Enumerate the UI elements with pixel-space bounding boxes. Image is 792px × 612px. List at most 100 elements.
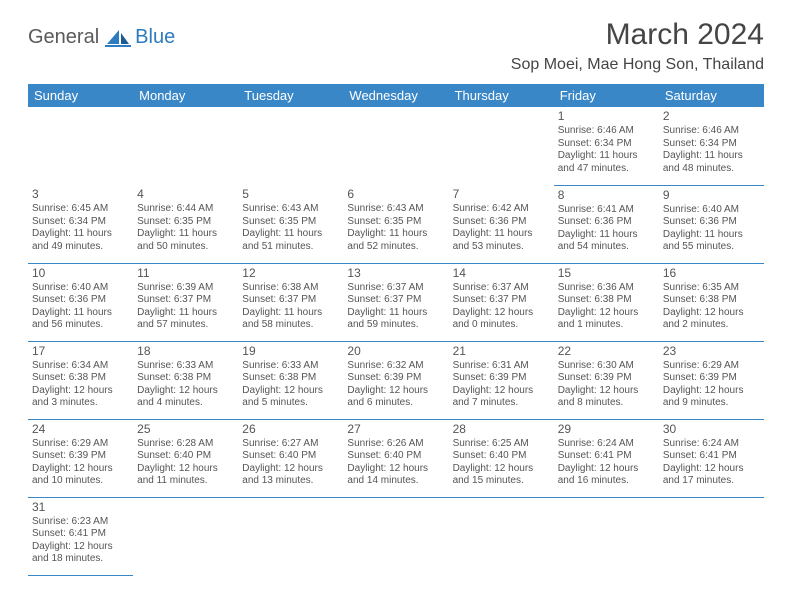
sunset-line: Sunset: 6:38 PM	[137, 372, 234, 385]
day-number: 22	[558, 344, 655, 359]
day-number: 14	[453, 266, 550, 281]
sunrise-line: Sunrise: 6:23 AM	[32, 516, 129, 529]
day-number: 12	[242, 266, 339, 281]
calendar-cell: 14Sunrise: 6:37 AMSunset: 6:37 PMDayligh…	[449, 263, 554, 341]
sunset-line: Sunset: 6:37 PM	[453, 294, 550, 307]
calendar-row: 24Sunrise: 6:29 AMSunset: 6:39 PMDayligh…	[28, 419, 764, 497]
daylight-line: Daylight: 11 hours and 50 minutes.	[137, 228, 234, 253]
daylight-line: Daylight: 11 hours and 56 minutes.	[32, 307, 129, 332]
daylight-line: Daylight: 11 hours and 51 minutes.	[242, 228, 339, 253]
daylight-line: Daylight: 11 hours and 57 minutes.	[137, 307, 234, 332]
sunset-line: Sunset: 6:39 PM	[347, 372, 444, 385]
day-number: 20	[347, 344, 444, 359]
day-number: 28	[453, 422, 550, 437]
day-number: 26	[242, 422, 339, 437]
sunset-line: Sunset: 6:35 PM	[347, 216, 444, 229]
daylight-line: Daylight: 12 hours and 11 minutes.	[137, 463, 234, 488]
daylight-line: Daylight: 11 hours and 52 minutes.	[347, 228, 444, 253]
daylight-line: Daylight: 12 hours and 18 minutes.	[32, 541, 129, 566]
calendar-cell: 1Sunrise: 6:46 AMSunset: 6:34 PMDaylight…	[554, 107, 659, 185]
calendar-cell: 19Sunrise: 6:33 AMSunset: 6:38 PMDayligh…	[238, 341, 343, 419]
calendar-cell: 29Sunrise: 6:24 AMSunset: 6:41 PMDayligh…	[554, 419, 659, 497]
sunset-line: Sunset: 6:40 PM	[453, 450, 550, 463]
daylight-line: Daylight: 12 hours and 8 minutes.	[558, 385, 655, 410]
calendar-table: SundayMondayTuesdayWednesdayThursdayFrid…	[28, 84, 764, 576]
calendar-cell: 23Sunrise: 6:29 AMSunset: 6:39 PMDayligh…	[659, 341, 764, 419]
calendar-cell	[133, 107, 238, 185]
calendar-cell: 3Sunrise: 6:45 AMSunset: 6:34 PMDaylight…	[28, 185, 133, 263]
sunset-line: Sunset: 6:38 PM	[32, 372, 129, 385]
daylight-line: Daylight: 12 hours and 0 minutes.	[453, 307, 550, 332]
sunset-line: Sunset: 6:39 PM	[32, 450, 129, 463]
calendar-row: 3Sunrise: 6:45 AMSunset: 6:34 PMDaylight…	[28, 185, 764, 263]
weekday-header: Saturday	[659, 84, 764, 107]
daylight-line: Daylight: 11 hours and 54 minutes.	[558, 229, 655, 254]
day-number: 11	[137, 266, 234, 281]
calendar-cell	[659, 497, 764, 575]
daylight-line: Daylight: 12 hours and 1 minutes.	[558, 307, 655, 332]
sunset-line: Sunset: 6:36 PM	[453, 216, 550, 229]
daylight-line: Daylight: 11 hours and 47 minutes.	[558, 150, 655, 175]
title-block: March 2024 Sop Moei, Mae Hong Son, Thail…	[511, 18, 764, 74]
location: Sop Moei, Mae Hong Son, Thailand	[511, 56, 764, 74]
calendar-cell: 31Sunrise: 6:23 AMSunset: 6:41 PMDayligh…	[28, 497, 133, 575]
sunset-line: Sunset: 6:38 PM	[663, 294, 760, 307]
daylight-line: Daylight: 11 hours and 53 minutes.	[453, 228, 550, 253]
calendar-cell: 16Sunrise: 6:35 AMSunset: 6:38 PMDayligh…	[659, 263, 764, 341]
calendar-cell	[554, 497, 659, 575]
calendar-row: 10Sunrise: 6:40 AMSunset: 6:36 PMDayligh…	[28, 263, 764, 341]
calendar-cell	[28, 107, 133, 185]
daylight-line: Daylight: 12 hours and 9 minutes.	[663, 385, 760, 410]
day-number: 8	[558, 188, 655, 203]
calendar-cell: 24Sunrise: 6:29 AMSunset: 6:39 PMDayligh…	[28, 419, 133, 497]
sunrise-line: Sunrise: 6:31 AM	[453, 360, 550, 373]
sunset-line: Sunset: 6:38 PM	[242, 372, 339, 385]
sunset-line: Sunset: 6:35 PM	[242, 216, 339, 229]
sunset-line: Sunset: 6:36 PM	[32, 294, 129, 307]
sunrise-line: Sunrise: 6:34 AM	[32, 360, 129, 373]
calendar-cell: 5Sunrise: 6:43 AMSunset: 6:35 PMDaylight…	[238, 185, 343, 263]
calendar-row: 31Sunrise: 6:23 AMSunset: 6:41 PMDayligh…	[28, 497, 764, 575]
sunset-line: Sunset: 6:37 PM	[137, 294, 234, 307]
day-number: 10	[32, 266, 129, 281]
calendar-cell: 6Sunrise: 6:43 AMSunset: 6:35 PMDaylight…	[343, 185, 448, 263]
sunset-line: Sunset: 6:41 PM	[558, 450, 655, 463]
calendar-cell: 13Sunrise: 6:37 AMSunset: 6:37 PMDayligh…	[343, 263, 448, 341]
day-number: 31	[32, 500, 129, 515]
sunrise-line: Sunrise: 6:39 AM	[137, 282, 234, 295]
calendar-cell: 21Sunrise: 6:31 AMSunset: 6:39 PMDayligh…	[449, 341, 554, 419]
day-number: 30	[663, 422, 760, 437]
daylight-line: Daylight: 12 hours and 17 minutes.	[663, 463, 760, 488]
daylight-line: Daylight: 11 hours and 48 minutes.	[663, 150, 760, 175]
month-title: March 2024	[511, 18, 764, 52]
daylight-line: Daylight: 11 hours and 55 minutes.	[663, 229, 760, 254]
calendar-cell	[449, 107, 554, 185]
sunset-line: Sunset: 6:36 PM	[663, 216, 760, 229]
logo: General Blue	[28, 26, 175, 49]
calendar-cell	[343, 497, 448, 575]
weekday-header-row: SundayMondayTuesdayWednesdayThursdayFrid…	[28, 84, 764, 107]
sunrise-line: Sunrise: 6:28 AM	[137, 438, 234, 451]
calendar-cell	[238, 497, 343, 575]
day-number: 4	[137, 187, 234, 202]
sunrise-line: Sunrise: 6:37 AM	[453, 282, 550, 295]
calendar-cell: 17Sunrise: 6:34 AMSunset: 6:38 PMDayligh…	[28, 341, 133, 419]
calendar-cell: 18Sunrise: 6:33 AMSunset: 6:38 PMDayligh…	[133, 341, 238, 419]
calendar-cell: 8Sunrise: 6:41 AMSunset: 6:36 PMDaylight…	[554, 185, 659, 263]
calendar-row: 1Sunrise: 6:46 AMSunset: 6:34 PMDaylight…	[28, 107, 764, 185]
sunset-line: Sunset: 6:39 PM	[663, 372, 760, 385]
sunset-line: Sunset: 6:34 PM	[663, 138, 760, 151]
weekday-header: Friday	[554, 84, 659, 107]
daylight-line: Daylight: 11 hours and 59 minutes.	[347, 307, 444, 332]
calendar-cell: 15Sunrise: 6:36 AMSunset: 6:38 PMDayligh…	[554, 263, 659, 341]
calendar-body: 1Sunrise: 6:46 AMSunset: 6:34 PMDaylight…	[28, 107, 764, 575]
calendar-cell: 28Sunrise: 6:25 AMSunset: 6:40 PMDayligh…	[449, 419, 554, 497]
sunrise-line: Sunrise: 6:26 AM	[347, 438, 444, 451]
sunrise-line: Sunrise: 6:40 AM	[32, 282, 129, 295]
header: General Blue March 2024 Sop Moei, Mae Ho…	[28, 18, 764, 74]
sunset-line: Sunset: 6:39 PM	[453, 372, 550, 385]
daylight-line: Daylight: 12 hours and 16 minutes.	[558, 463, 655, 488]
sunrise-line: Sunrise: 6:40 AM	[663, 204, 760, 217]
weekday-header: Sunday	[28, 84, 133, 107]
calendar-cell: 2Sunrise: 6:46 AMSunset: 6:34 PMDaylight…	[659, 107, 764, 185]
